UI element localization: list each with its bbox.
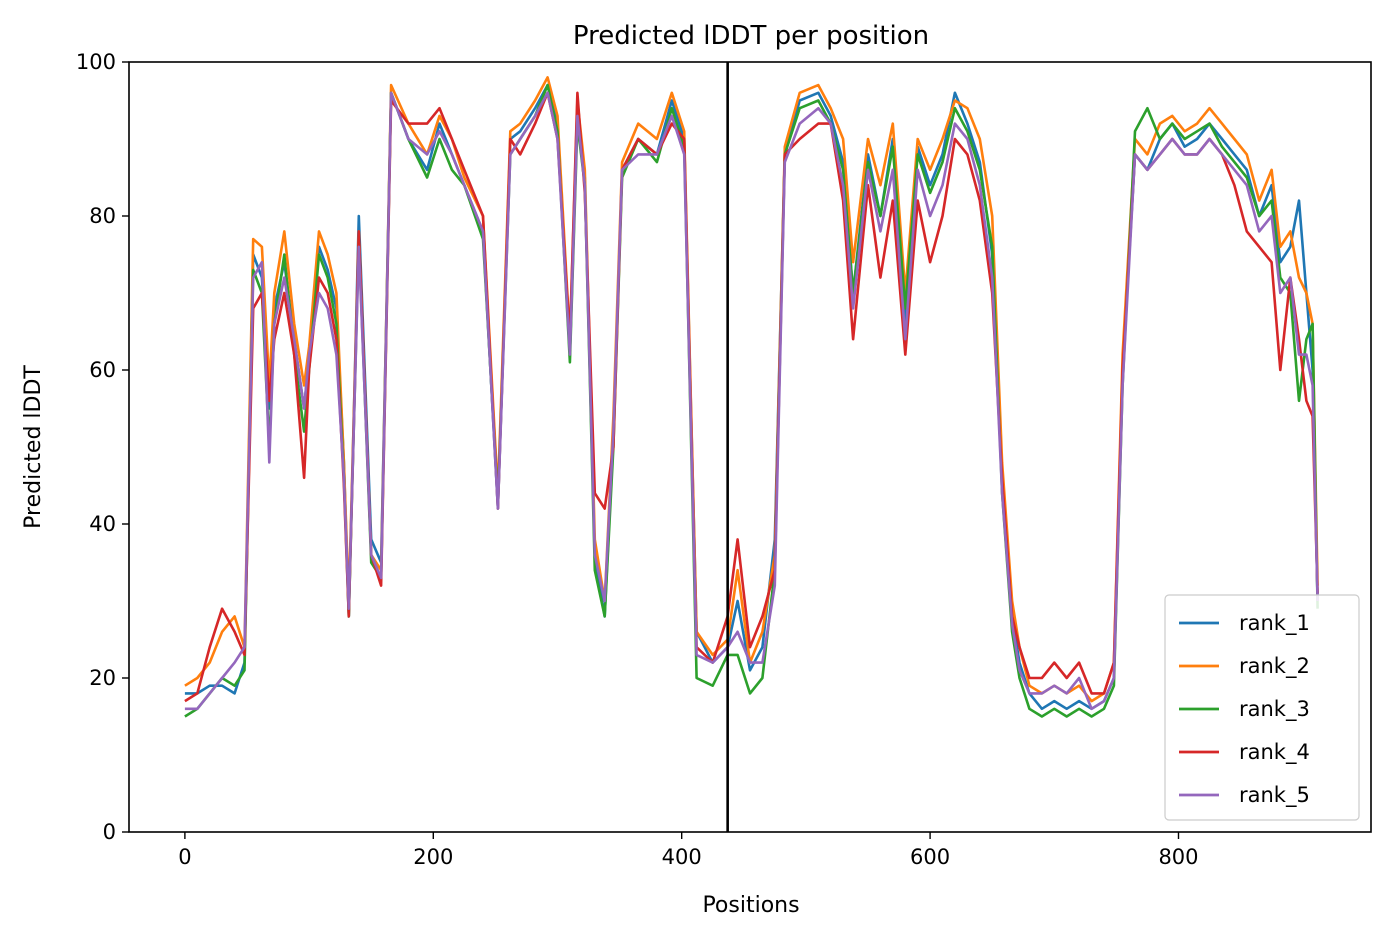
x-axis: 0 200 400 600 800 [178, 832, 1199, 869]
x-tick-label: 800 [1158, 845, 1198, 869]
y-tick-label: 20 [89, 666, 116, 690]
series-layer [184, 76, 1319, 718]
chart-title: Predicted lDDT per position [573, 21, 929, 51]
x-tick-label: 600 [910, 845, 950, 869]
y-tick-label: 100 [76, 50, 116, 74]
legend-box [1164, 594, 1360, 821]
y-tick-label: 80 [89, 204, 116, 228]
x-tick-label: 200 [413, 845, 453, 869]
legend-label-rank_2: rank_2 [1239, 654, 1310, 679]
x-tick-label: 400 [662, 845, 702, 869]
x-axis-title: Positions [702, 893, 799, 918]
y-tick-label: 0 [103, 820, 116, 844]
legend-label-rank_1: rank_1 [1239, 611, 1310, 636]
y-tick-label: 40 [89, 512, 116, 536]
legend-label-rank_4: rank_4 [1239, 740, 1310, 765]
y-axis-title: Predicted lDDT [21, 365, 46, 529]
y-axis: 0 20 40 60 80 100 [76, 50, 129, 844]
x-tick-label: 0 [178, 845, 191, 869]
series-line-rank_5 [184, 91, 1319, 711]
legend-label-rank_3: rank_3 [1239, 697, 1310, 722]
legend: rank_1 rank_2 rank_3 rank_4 rank_5 [1164, 594, 1360, 821]
y-tick-label: 60 [89, 358, 116, 382]
plot-frame [128, 61, 1372, 833]
legend-label-rank_5: rank_5 [1239, 783, 1310, 808]
